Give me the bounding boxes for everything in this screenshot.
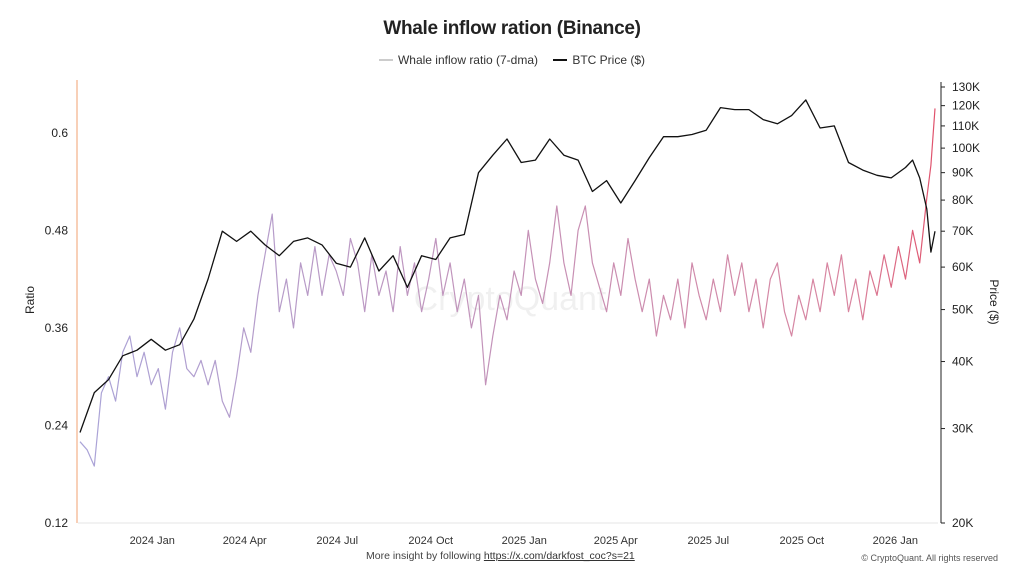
y-right-label: Price ($)	[987, 279, 1001, 324]
y-right-tick-label: 20K	[952, 516, 973, 530]
y-right-tick-label: 30K	[952, 422, 973, 436]
y-right-tick-label: 120K	[952, 99, 980, 113]
y-left-tick-label: 0.48	[45, 223, 69, 237]
y-left-tick-label: 0.12	[45, 516, 69, 530]
x-tick-label: 2025 Jul	[687, 535, 729, 547]
footer-text: More insight by following	[366, 550, 484, 562]
legend-swatch	[553, 59, 568, 61]
x-tick-label: 2025 Jan	[502, 535, 547, 547]
legend-item-ratio[interactable]: Whale inflow ratio (7-dma)	[378, 53, 538, 67]
copyright: © CryptoQuant. All rights reserved	[861, 553, 998, 563]
footer: More insight by following https://x.com/…	[366, 550, 635, 562]
y-right-tick-label: 50K	[952, 303, 973, 317]
legend-item-price[interactable]: BTC Price ($)	[553, 53, 645, 67]
y-right-tick-label: 70K	[952, 224, 973, 238]
y-right-tick-label: 110K	[952, 119, 979, 133]
legend-label: BTC Price ($)	[572, 53, 646, 67]
legend: Whale inflow ratio (7-dma) BTC Price ($)	[0, 50, 1024, 67]
y-left-label: Ratio	[23, 286, 37, 314]
y-right-tick-label: 130K	[952, 80, 980, 94]
footer-link[interactable]: https://x.com/darkfost_coc?s=21	[483, 550, 635, 562]
y-right-tick-label: 90K	[952, 166, 973, 180]
x-tick-label: 2024 Jul	[316, 535, 358, 547]
y-left-tick-label: 0.6	[51, 126, 68, 140]
ratio-series-line	[79, 108, 936, 467]
legend-swatch	[378, 59, 393, 61]
y-right-tick-label: 60K	[952, 260, 973, 274]
y-right-tick-label: 80K	[952, 193, 973, 207]
legend-label: Whale inflow ratio (7-dma)	[397, 53, 538, 67]
x-tick-label: 2024 Apr	[223, 535, 267, 547]
y-right-tick-label: 40K	[952, 355, 973, 369]
chart-title: Whale inflow ration (Binance)	[383, 18, 641, 39]
x-tick-label: 2025 Apr	[594, 535, 638, 547]
x-tick-label: 2026 Jan	[873, 535, 918, 547]
x-tick-label: 2025 Oct	[779, 535, 824, 547]
x-tick-label: 2024 Oct	[408, 535, 453, 547]
y-right-tick-label: 100K	[952, 141, 980, 155]
price-series-line	[79, 99, 936, 433]
y-left-tick-label: 0.36	[45, 321, 69, 335]
x-tick-label: 2024 Jan	[130, 535, 175, 547]
y-left-tick-label: 0.24	[45, 418, 69, 432]
